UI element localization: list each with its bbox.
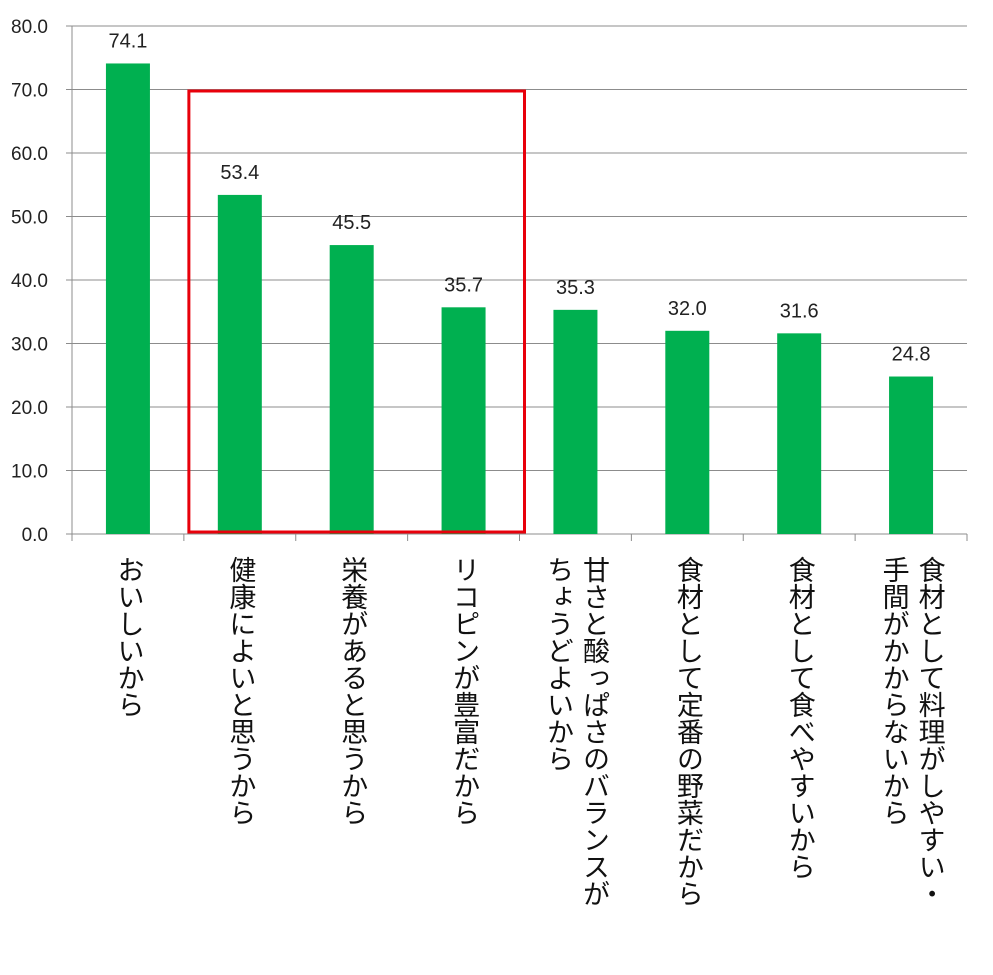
- y-axis: 0.0 10.0 20.0 30.0 40.0 50.0 60.0 70.0 80.0: [11, 17, 73, 546]
- y-tick-label: 80.0: [11, 17, 48, 38]
- y-tick-label: 70.0: [11, 81, 48, 102]
- bar: [665, 330, 710, 534]
- data-label: 24.8: [892, 344, 931, 366]
- category-label: 食材として定番の野菜だから: [672, 556, 704, 907]
- category-label: おいしいから: [112, 556, 143, 718]
- data-label: 35.7: [444, 274, 483, 296]
- y-tick-label: 20.0: [11, 398, 48, 419]
- bar: [553, 309, 598, 534]
- gridlines: [72, 25, 967, 471]
- bar: [441, 307, 486, 534]
- bar: [217, 194, 262, 534]
- bar: [105, 63, 150, 535]
- y-tick-label: 0.0: [22, 525, 48, 546]
- category-label: 手間がかからないから: [878, 556, 909, 826]
- data-label: 74.1: [108, 30, 147, 52]
- data-label: 35.3: [556, 277, 595, 299]
- y-tick-label: 50.0: [11, 208, 48, 229]
- bar: [889, 376, 934, 534]
- category-label: 食材として料理がしやすい・: [914, 556, 946, 907]
- bar: [777, 333, 822, 534]
- y-tick-label: 40.0: [11, 271, 48, 292]
- data-label: 53.4: [220, 162, 259, 184]
- category-labels: おいしいから 健康によいと思うから 栄養があると思うから リコピンが豊富だから 甘さと酸…: [112, 556, 945, 907]
- bars: [105, 63, 934, 535]
- x-axis: [71, 533, 968, 541]
- data-label: 45.5: [332, 212, 371, 234]
- category-label: 食材として食べやすいから: [784, 556, 816, 880]
- category-label: 健康によいと思うから: [224, 556, 256, 826]
- data-labels: 74.1 53.4 45.5 35.7 35.3 32.0 31.6 24.8: [108, 30, 930, 365]
- highlight-box: [187, 89, 526, 534]
- category-label: 甘さと酸っぱさのバランスが: [578, 556, 609, 907]
- data-label: 32.0: [668, 298, 707, 320]
- highlight-box-group: [187, 89, 526, 534]
- bar: [329, 245, 374, 534]
- y-tick-label: 60.0: [11, 144, 48, 165]
- y-tick-label: 30.0: [11, 335, 48, 356]
- y-tick-label: 10.0: [11, 462, 48, 483]
- category-label: 栄養があると思うから: [336, 556, 368, 826]
- category-label: ちょうどよいから: [542, 556, 573, 772]
- data-label: 31.6: [780, 300, 819, 322]
- category-label: リコピンが豊富だから: [448, 556, 479, 826]
